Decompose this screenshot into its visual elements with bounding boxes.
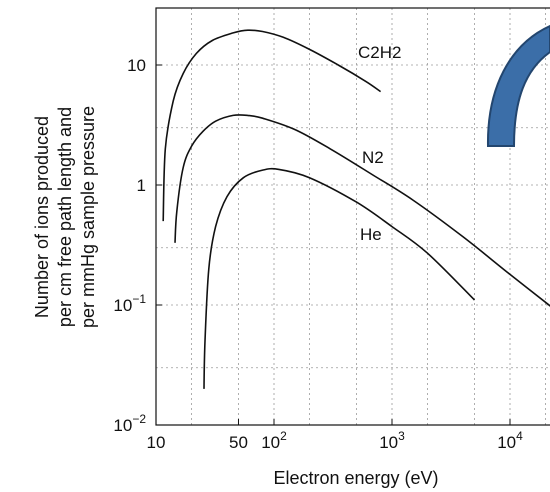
y-tick-label: 10 xyxy=(127,56,146,75)
series-label-n2: N2 xyxy=(362,148,384,167)
x-tick-label: 102 xyxy=(261,429,287,452)
x-tick-label: 103 xyxy=(379,429,405,452)
series-label-c2h2: C2H2 xyxy=(358,43,401,62)
x-tick-label: 50 xyxy=(229,433,248,452)
y-axis-title-line-3: per mmHg sample pressure xyxy=(78,106,98,328)
y-axis-title-line-1: Number of ions produced xyxy=(32,116,52,318)
series-line-n2 xyxy=(174,114,550,307)
y-axis-title-line-2: per cm free path length and xyxy=(55,107,75,327)
x-tick-label: 10 xyxy=(147,433,166,452)
x-axis-title: Electron energy (eV) xyxy=(273,468,438,488)
y-tick-label: 10−1 xyxy=(113,292,146,315)
plot-frame xyxy=(155,7,550,426)
series-label-he: He xyxy=(360,225,382,244)
y-tick-label: 1 xyxy=(137,176,146,195)
label-layer: C2H2 N2 He xyxy=(358,43,401,244)
series-line-c2h2 xyxy=(162,29,382,222)
tick-layer: 10 50 102 103 104 10 1 10−1 10−2 xyxy=(113,56,523,452)
y-axis-title: Number of ions produced per cm free path… xyxy=(32,106,98,328)
grid-layer xyxy=(156,8,550,425)
y-tick-label: 10−2 xyxy=(113,412,146,435)
blue-arc-shape xyxy=(486,24,550,147)
x-tick-label: 104 xyxy=(497,429,523,452)
series-layer xyxy=(162,29,550,389)
series-line-he xyxy=(203,167,476,389)
